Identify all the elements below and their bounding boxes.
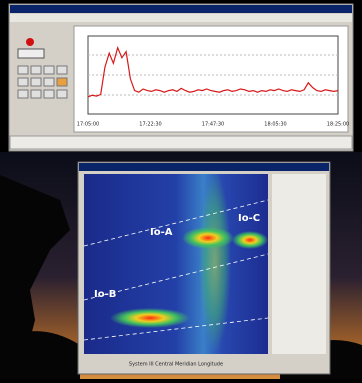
title-bar — [10, 5, 352, 13]
emission-band — [199, 172, 231, 352]
screen: System III Central Meridian Longitude 17… — [0, 0, 362, 379]
tool-button[interactable] — [44, 90, 54, 98]
tool-button[interactable] — [18, 78, 28, 86]
tool-button[interactable] — [44, 66, 54, 74]
axis-caption: System III Central Meridian Longitude — [129, 362, 223, 368]
record-indicator — [26, 38, 34, 46]
io-label: Io-A — [150, 227, 173, 238]
status-bar — [10, 136, 352, 149]
tool-button[interactable] — [18, 66, 28, 74]
io-label: Io-B — [94, 289, 116, 300]
tool-button[interactable] — [57, 78, 67, 86]
menu-bar — [10, 14, 352, 22]
spectrogram-image — [84, 174, 268, 354]
x-tick-label: 17:47:30 — [202, 122, 224, 128]
tool-button[interactable] — [18, 90, 28, 98]
x-tick-label: 17:22:30 — [139, 122, 161, 128]
tool-button[interactable] — [57, 66, 67, 74]
info-panel — [272, 174, 326, 354]
start-button[interactable] — [18, 49, 44, 58]
tool-button[interactable] — [44, 78, 54, 86]
emission-io-c — [232, 231, 268, 249]
title-bar — [79, 163, 329, 171]
x-tick-label: 18:25:00 — [327, 122, 349, 128]
tool-button[interactable] — [31, 90, 41, 98]
x-tick-label: 17:05:00 — [77, 122, 99, 128]
page: {"strip_chart": {"type": "line", "color"… — [0, 0, 362, 379]
emission-io-b — [110, 308, 190, 328]
emission-io-a — [182, 227, 234, 249]
tool-button[interactable] — [31, 78, 41, 86]
tool-button[interactable] — [31, 66, 41, 74]
x-tick-label: 18:05:30 — [264, 122, 286, 128]
tool-button[interactable] — [57, 90, 67, 98]
io-label: Io-C — [238, 213, 260, 224]
